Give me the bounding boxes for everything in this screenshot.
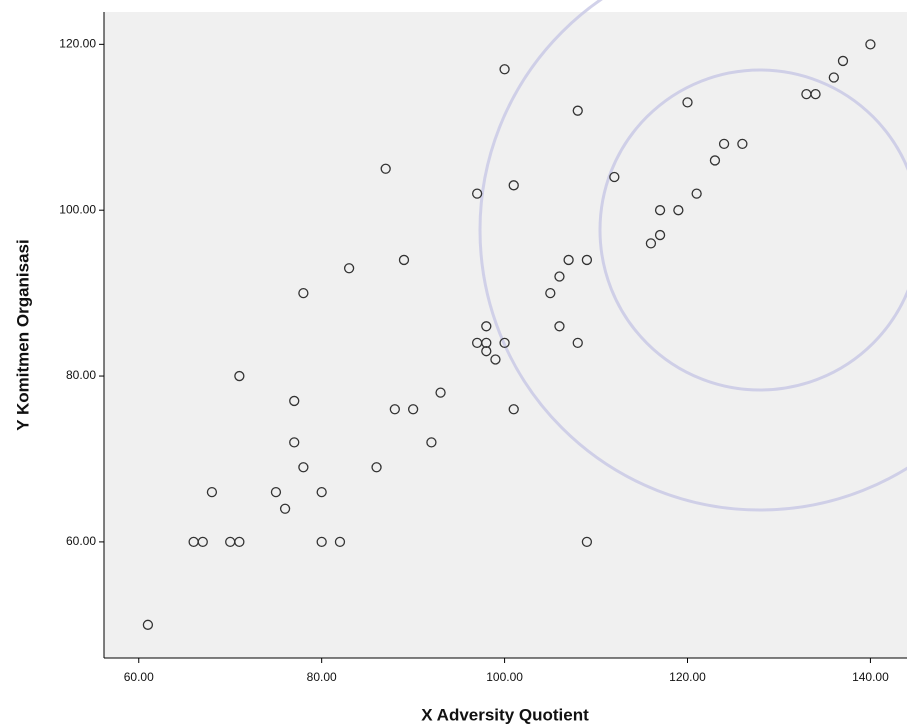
x-tick-label: 60.00 [124, 670, 154, 684]
y-tick-label: 100.00 [59, 202, 96, 216]
y-axis-title: Y Komitmen Organisasi [13, 239, 32, 430]
x-axis-title: X Adversity Quotient [421, 705, 589, 724]
y-tick-label: 60.00 [66, 534, 96, 548]
chart: X Adversity Quotient Y Komitmen Organisa… [0, 0, 907, 728]
y-tick-label: 80.00 [66, 368, 96, 382]
y-tick-label: 120.00 [59, 37, 96, 51]
x-tick-label: 140.00 [852, 670, 889, 684]
x-tick-label: 80.00 [307, 670, 337, 684]
x-tick-label: 100.00 [486, 670, 523, 684]
plot-area [104, 12, 907, 658]
x-tick-label: 120.00 [669, 670, 706, 684]
